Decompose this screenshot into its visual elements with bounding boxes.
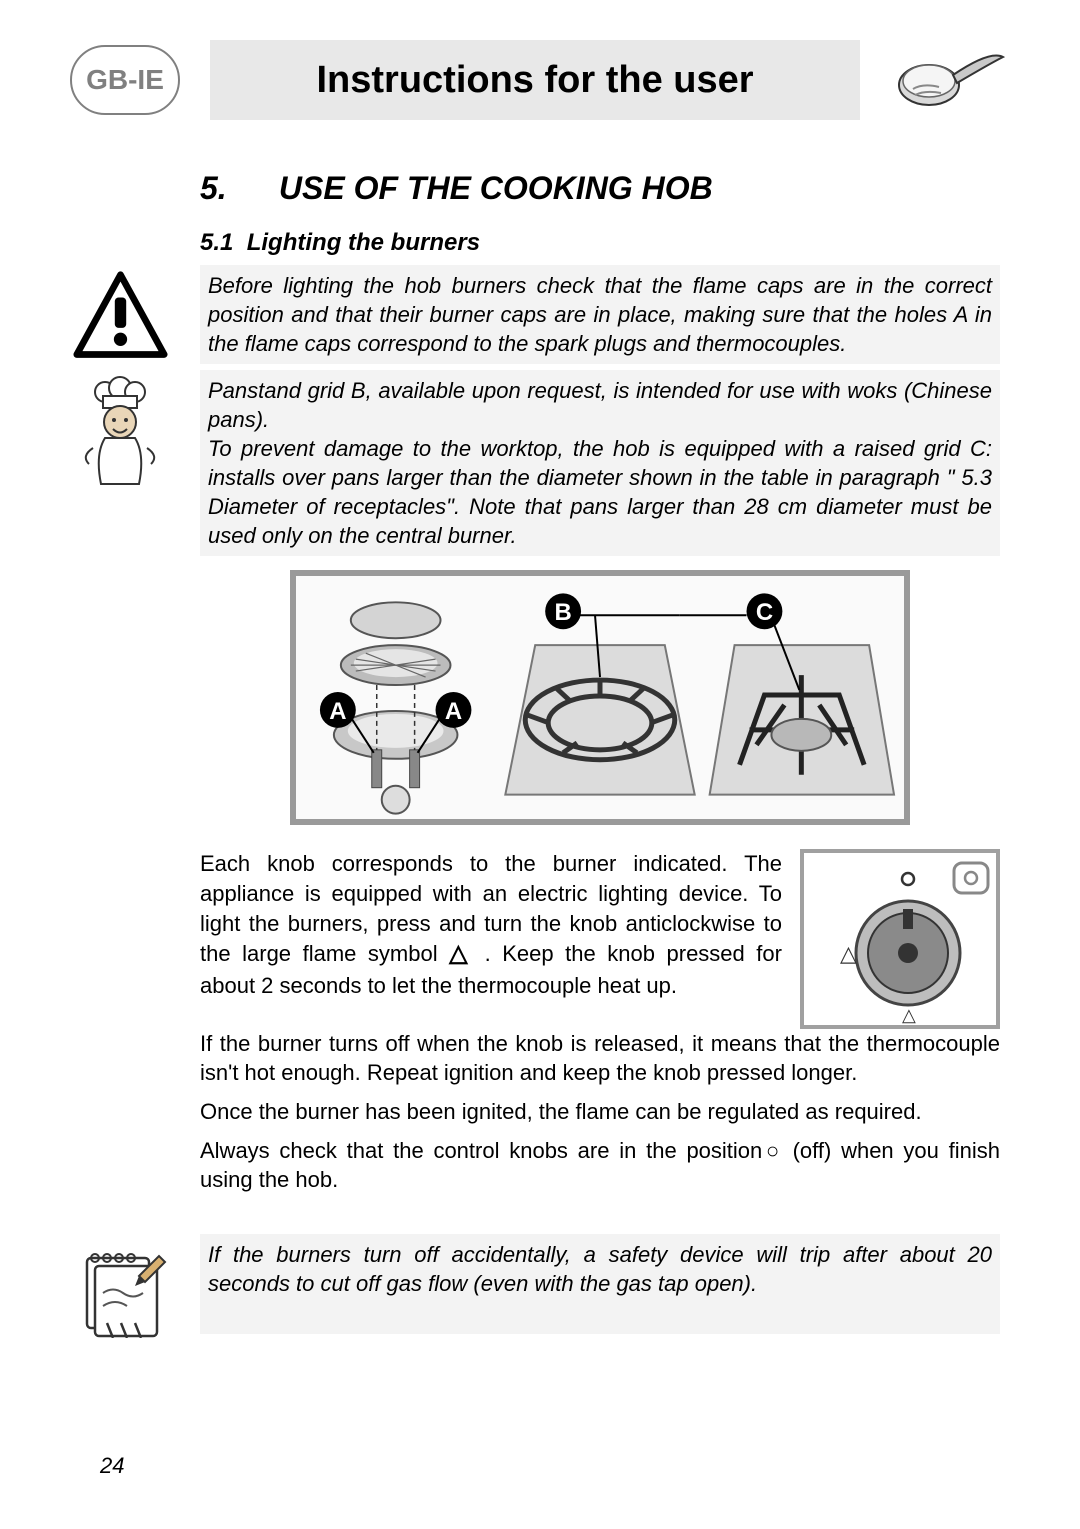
page-number: 24 [100, 1453, 124, 1479]
content-area: 5. USE OF THE COOKING HOB 5.1 Lighting t… [200, 170, 1000, 1334]
svg-text:C: C [756, 600, 773, 627]
chef-paragraph: Panstand grid B, available upon request,… [200, 370, 1000, 556]
chef-icon [70, 374, 170, 474]
knob-text-1: Each knob corresponds to the burner indi… [200, 849, 782, 1000]
title-bar: Instructions for the user [210, 40, 860, 120]
knob-paragraph-row: Each knob corresponds to the burner indi… [200, 849, 1000, 1029]
subsection-heading: 5.1 Lighting the burners [200, 229, 1000, 257]
svg-text:△: △ [902, 1005, 916, 1025]
chef-text-2: To prevent damage to the worktop, the ho… [208, 436, 992, 548]
svg-text:△: △ [840, 941, 857, 966]
svg-text:A: A [445, 698, 462, 725]
title-text: Instructions for the user [316, 59, 753, 102]
warning-triangle-icon [70, 269, 170, 369]
note-text: If the burners turn off accidentally, a … [208, 1242, 992, 1296]
flame-symbol: △ [449, 940, 473, 967]
off-symbol: ○ [762, 1138, 783, 1163]
knob-para-4: Always check that the control knobs are … [200, 1136, 1000, 1194]
svg-text:B: B [554, 600, 571, 627]
subsection-number: 5.1 [200, 229, 233, 256]
note-paragraph: If the burners turn off accidentally, a … [200, 1234, 1000, 1334]
svg-text:A: A [329, 698, 346, 725]
section-number: 5. [200, 170, 270, 207]
region-badge: GB-IE [70, 45, 180, 115]
knob-para-4a: Always check that the control knobs are … [200, 1138, 762, 1163]
section-title: USE OF THE COOKING HOB [279, 170, 713, 206]
page-header: GB-IE Instructions for the user [70, 40, 1010, 120]
knob-para-2: If the burner turns off when the knob is… [200, 1029, 1000, 1087]
knob-figure: △ △ [800, 849, 1000, 1029]
notepad-icon [70, 1238, 170, 1338]
region-code-text: GB-IE [86, 64, 164, 96]
section-heading: 5. USE OF THE COOKING HOB [200, 170, 1000, 207]
spoon-icon [890, 40, 1010, 120]
burner-figure: A A B [290, 570, 910, 825]
warning-paragraph: Before lighting the hob burners check th… [200, 265, 1000, 364]
knob-para-3: Once the burner has been ignited, the fl… [200, 1097, 1000, 1126]
subsection-title: Lighting the burners [247, 229, 480, 256]
warning-text: Before lighting the hob burners check th… [208, 273, 992, 356]
chef-text-1: Panstand grid B, available upon request,… [208, 378, 992, 432]
